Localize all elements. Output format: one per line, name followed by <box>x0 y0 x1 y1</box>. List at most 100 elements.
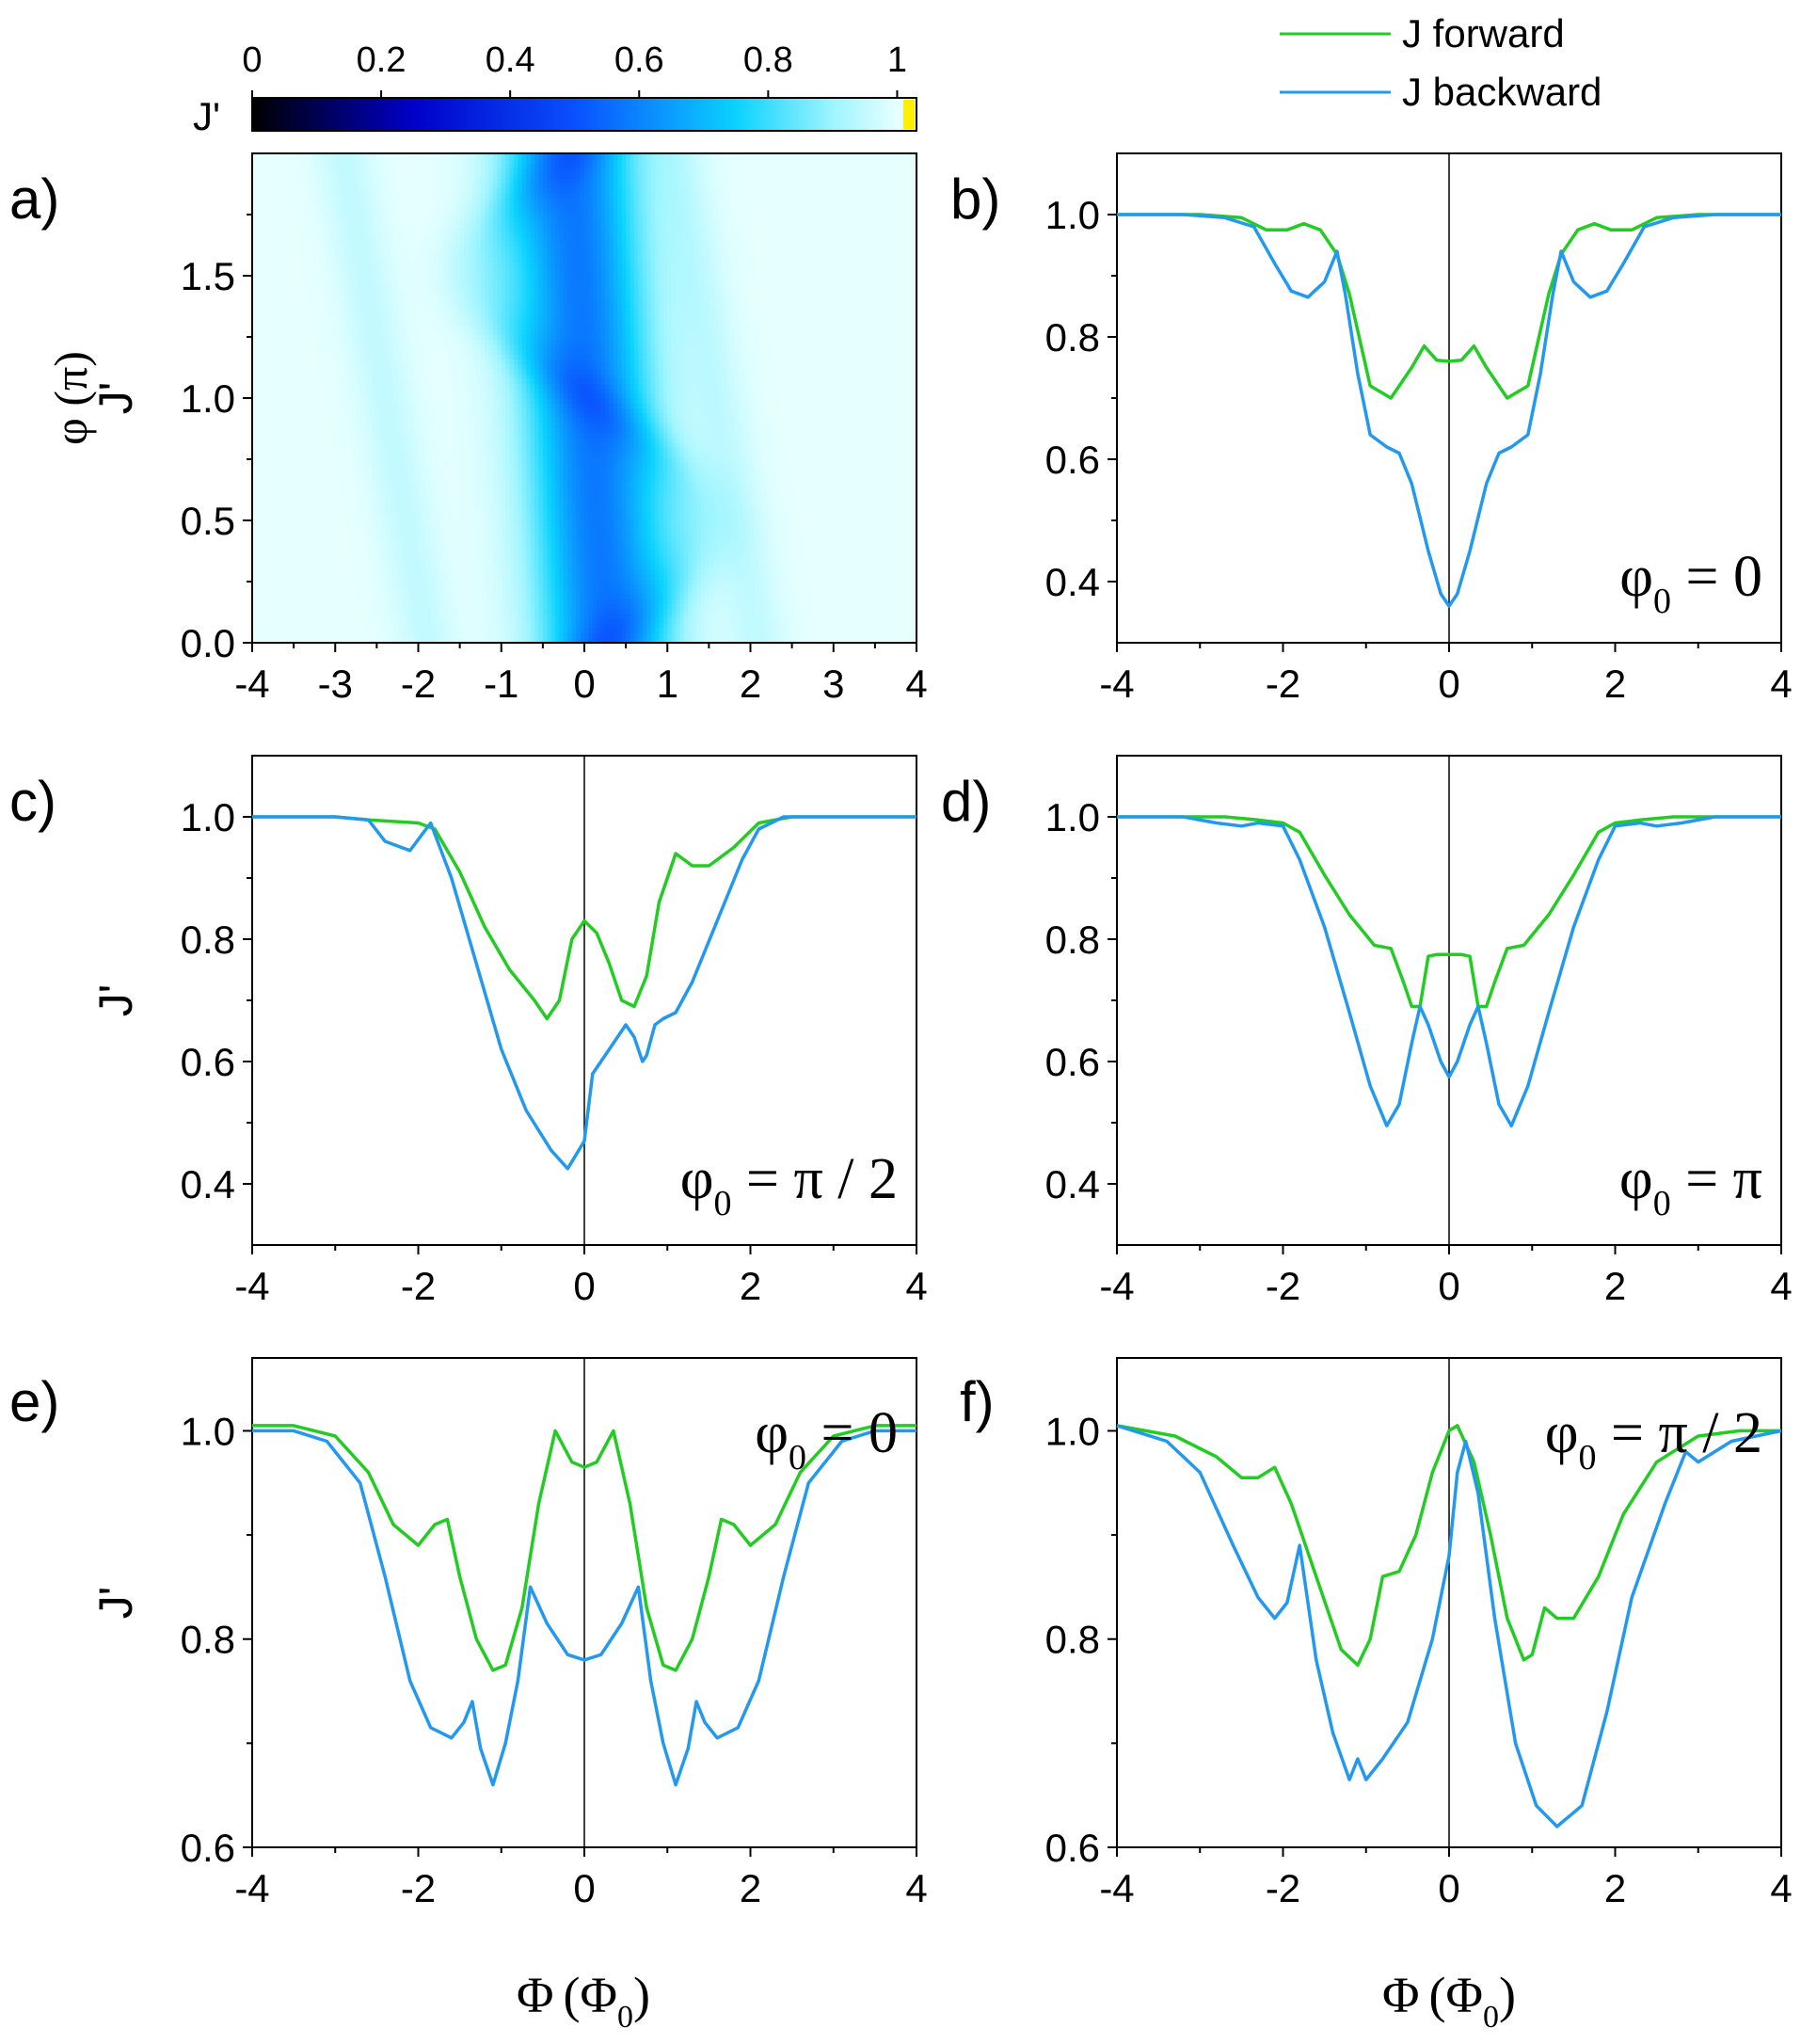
heatmap-cell <box>642 579 647 585</box>
heatmap-cell <box>887 505 893 512</box>
heatmap-cell <box>833 579 838 585</box>
heatmap-cell <box>891 515 897 521</box>
heatmap-cell <box>530 579 535 585</box>
heatmap-cell <box>497 564 502 570</box>
heatmap-cell <box>323 554 328 561</box>
heatmap-cell <box>430 539 436 546</box>
heatmap-cell <box>617 496 623 502</box>
heatmap-cell <box>260 574 265 580</box>
heatmap-cell <box>704 632 709 639</box>
heatmap-cell <box>335 490 341 497</box>
heatmap-cell <box>791 515 797 521</box>
heatmap-cell <box>351 623 357 629</box>
heatmap-cell <box>451 515 456 521</box>
heatmap-cell <box>679 613 685 619</box>
heatmap-cell <box>294 490 299 497</box>
heatmap-cell <box>318 501 324 506</box>
heatmap-cell <box>655 510 661 517</box>
heatmap-cell <box>721 583 726 590</box>
heatmap-cell <box>712 599 718 604</box>
heatmap-cell <box>285 623 291 629</box>
heatmap-cell <box>505 510 511 517</box>
heatmap-cell <box>621 490 627 497</box>
heatmap-cell <box>264 496 270 502</box>
heatmap-cell <box>617 594 623 599</box>
heatmap-cell <box>841 583 847 590</box>
heatmap-cell <box>738 554 743 561</box>
heatmap-cell <box>600 603 606 610</box>
heatmap-cell <box>800 608 805 615</box>
heatmap-cell <box>550 505 556 512</box>
heatmap-cell <box>646 559 652 566</box>
heatmap-cell <box>550 608 556 615</box>
heatmap-cell <box>418 632 423 639</box>
heatmap-cell <box>821 603 826 610</box>
heatmap-cell <box>800 520 805 526</box>
heatmap-cell <box>347 550 353 555</box>
heatmap-cell <box>858 618 864 624</box>
heatmap-cell <box>817 554 822 561</box>
heatmap-cell <box>600 496 606 502</box>
heatmap-cell <box>841 510 847 517</box>
heatmap-cell <box>260 564 265 570</box>
heatmap-cell <box>738 569 743 575</box>
heatmap-cell <box>252 618 258 624</box>
heatmap-cell <box>347 632 353 639</box>
heatmap-cell <box>633 574 639 580</box>
heatmap-cell <box>617 618 623 624</box>
heatmap-cell <box>704 613 709 619</box>
heatmap-cell <box>862 613 868 619</box>
heatmap-cell <box>850 550 855 555</box>
heatmap-cell <box>688 579 693 585</box>
heatmap-cell <box>297 569 303 575</box>
heatmap-cell <box>550 510 556 517</box>
heatmap-cell <box>555 637 561 643</box>
heatmap-cell <box>908 539 914 546</box>
heatmap-cell <box>559 510 565 517</box>
heatmap-cell <box>845 579 851 585</box>
heatmap-cell <box>455 525 461 531</box>
heatmap-cell <box>505 583 511 590</box>
heatmap-cell <box>435 637 440 643</box>
heatmap-cell <box>343 554 349 561</box>
heatmap-cell <box>485 632 490 639</box>
heatmap-cell <box>741 501 747 506</box>
heatmap-cell <box>895 564 900 570</box>
heatmap-cell <box>356 569 361 575</box>
heatmap-cell <box>642 603 647 610</box>
heatmap-cell <box>733 520 739 526</box>
heatmap-cell <box>717 510 723 517</box>
heatmap-cell <box>356 588 361 595</box>
heatmap-cell <box>364 569 370 575</box>
heatmap-cell <box>468 510 473 517</box>
heatmap-cell <box>376 559 382 566</box>
heatmap-cell <box>887 539 893 546</box>
heatmap-cell <box>343 535 349 541</box>
heatmap-cell <box>442 628 448 634</box>
heatmap-cell <box>788 564 793 570</box>
heatmap-cell <box>359 594 365 599</box>
heatmap-cell <box>435 490 440 497</box>
heatmap-cell <box>671 539 677 546</box>
heatmap-cell <box>297 486 303 492</box>
heatmap-cell <box>592 520 598 526</box>
heatmap-cell <box>662 564 668 570</box>
heatmap-cell <box>260 525 265 531</box>
heatmap-cell <box>397 599 403 604</box>
heatmap-cell <box>655 623 661 629</box>
heatmap-cell <box>521 632 527 639</box>
heatmap-cell <box>534 539 540 546</box>
heatmap-cell <box>883 618 888 624</box>
heatmap-cell <box>783 510 789 517</box>
heatmap-cell <box>783 520 789 526</box>
heatmap-cell <box>883 632 888 639</box>
heatmap-cell <box>588 608 594 615</box>
heatmap-cell <box>741 554 747 561</box>
heatmap-cell <box>597 559 602 566</box>
heatmap-cell <box>700 520 706 526</box>
heatmap-cell <box>633 603 639 610</box>
heatmap-cell <box>692 628 697 634</box>
heatmap-cell <box>476 554 482 561</box>
heatmap-cell <box>485 579 490 585</box>
heatmap-cell <box>542 618 548 624</box>
